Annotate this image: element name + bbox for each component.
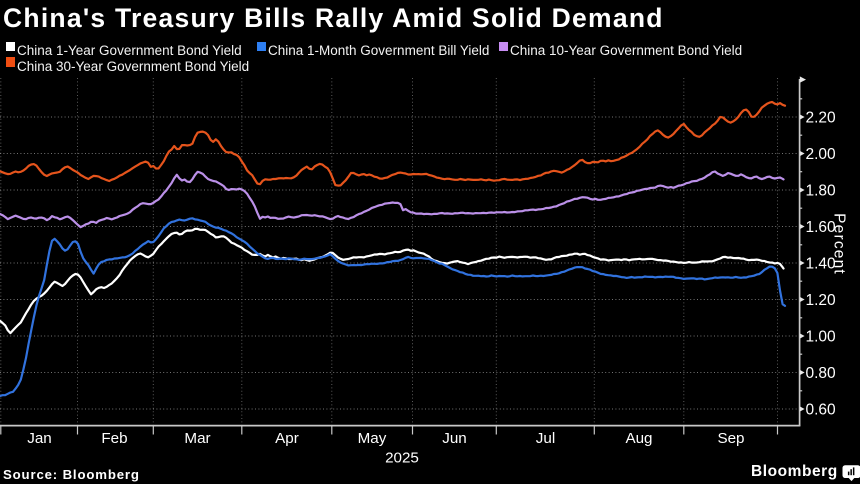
svg-text:Aug: Aug — [625, 430, 652, 447]
svg-text:2025: 2025 — [385, 450, 419, 467]
svg-text:1.80: 1.80 — [806, 182, 837, 199]
svg-text:0.80: 0.80 — [806, 365, 837, 382]
svg-text:2.20: 2.20 — [806, 109, 837, 126]
svg-text:May: May — [358, 430, 387, 447]
svg-text:0.60: 0.60 — [806, 401, 837, 418]
svg-text:Jul: Jul — [536, 430, 555, 447]
svg-text:Percent: Percent — [831, 213, 848, 275]
svg-text:Jan: Jan — [27, 430, 52, 447]
svg-text:Sep: Sep — [717, 430, 744, 447]
svg-text:1.00: 1.00 — [806, 328, 837, 345]
svg-text:1.20: 1.20 — [806, 292, 837, 309]
svg-text:Mar: Mar — [184, 430, 210, 447]
svg-text:1.60: 1.60 — [806, 219, 837, 236]
svg-text:2.00: 2.00 — [806, 146, 837, 163]
svg-text:Jun: Jun — [442, 430, 467, 447]
svg-text:1.40: 1.40 — [806, 255, 837, 272]
svg-text:Apr: Apr — [275, 430, 299, 447]
svg-text:Feb: Feb — [101, 430, 127, 447]
